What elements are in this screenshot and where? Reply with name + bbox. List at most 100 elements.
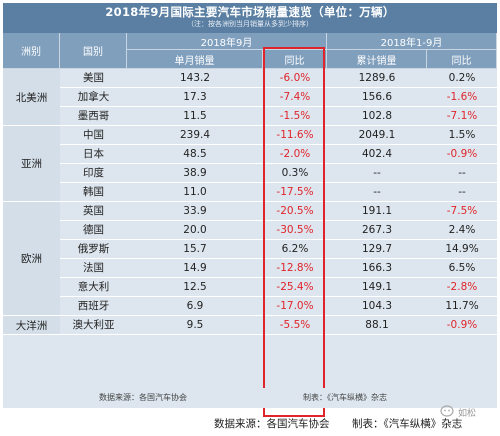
cell-monthly-sales: 48.5: [127, 145, 263, 164]
cell-yoy-month: -25.4%: [263, 278, 327, 297]
cell-yoy-month: -1.5%: [263, 107, 327, 126]
cell-monthly-sales: 6.9: [127, 297, 263, 316]
cell-monthly-sales: 20.0: [127, 221, 263, 240]
cell-country: 日本: [60, 145, 127, 164]
cell-country: 俄罗斯: [60, 240, 127, 259]
table-row: 中国 239.4 -11.6% 2049.1 1.5%: [3, 126, 497, 145]
cell-yoy-month: 6.2%: [263, 240, 327, 259]
cell-monthly-sales: 14.9: [127, 259, 263, 278]
cell-yoy-month: -30.5%: [263, 221, 327, 240]
cell-yoy-ytd: --: [427, 183, 497, 202]
cell-yoy-month: -12.8%: [263, 259, 327, 278]
cell-cumulative-sales: 2049.1: [327, 126, 427, 145]
table-row: 法国 14.9 -12.8% 166.3 6.5%: [3, 259, 497, 278]
cell-yoy-month: -17.0%: [263, 297, 327, 316]
table-row: 印度 38.9 0.3% -- --: [3, 164, 497, 183]
cell-cumulative-sales: 104.3: [327, 297, 427, 316]
cell-yoy-ytd: -2.8%: [427, 278, 497, 297]
caption-maker: 制表：《汽车纵横》杂志: [352, 418, 463, 430]
region-europe: 欧洲: [3, 202, 60, 316]
header-monthly-sales: 单月销量: [127, 50, 263, 69]
cell-cumulative-sales: 267.3: [327, 221, 427, 240]
caption-source: 数据来源：各国汽车协会: [214, 418, 330, 430]
cell-cumulative-sales: 156.6: [327, 88, 427, 107]
table-row: 加拿大 17.3 -7.4% 156.6 -1.6%: [3, 88, 497, 107]
cell-yoy-ytd: -1.6%: [427, 88, 497, 107]
table-row: 美国 143.2 -6.0% 1289.6 0.2%: [3, 69, 497, 88]
cell-yoy-ytd: 2.4%: [427, 221, 497, 240]
cell-country: 中国: [60, 126, 127, 145]
cell-monthly-sales: 9.5: [127, 316, 263, 335]
table-row: 意大利 12.5 -25.4% 149.1 -2.8%: [3, 278, 497, 297]
cell-cumulative-sales: 191.1: [327, 202, 427, 221]
table-row: 墨西哥 11.5 -1.5% 102.8 -7.1%: [3, 107, 497, 126]
sales-table: 2018年9月国际主要汽车市场销量速览（单位：万辆） （注：按各洲别当月销量从多…: [3, 3, 497, 417]
header-country: 国别: [60, 33, 127, 69]
cell-country: 法国: [60, 259, 127, 278]
table-row: 德国 20.0 -30.5% 267.3 2.4%: [3, 221, 497, 240]
cell-yoy-ytd: 6.5%: [427, 259, 497, 278]
table-row: 西班牙 6.9 -17.0% 104.3 11.7%: [3, 297, 497, 316]
table-row: 韩国 11.0 -17.5% -- --: [3, 183, 497, 202]
cell-cumulative-sales: 149.1: [327, 278, 427, 297]
table-row: 澳大利亚 9.5 -5.5% 88.1 -0.9%: [3, 316, 497, 335]
cell-country: 美国: [60, 69, 127, 88]
cell-country: 英国: [60, 202, 127, 221]
cell-yoy-month: -7.4%: [263, 88, 327, 107]
cell-yoy-ytd: 1.5%: [427, 126, 497, 145]
cell-country: 意大利: [60, 278, 127, 297]
region-oceania: 大洋洲: [3, 316, 60, 335]
cell-cumulative-sales: 402.4: [327, 145, 427, 164]
cell-country: 澳大利亚: [60, 316, 127, 335]
cell-yoy-ytd: -0.9%: [427, 316, 497, 335]
cell-yoy-month: 0.3%: [263, 164, 327, 183]
cell-yoy-month: -2.0%: [263, 145, 327, 164]
cell-monthly-sales: 17.3: [127, 88, 263, 107]
header-period-ytd: 2018年1-9月: [327, 33, 497, 50]
cell-monthly-sales: 11.0: [127, 183, 263, 202]
cell-yoy-ytd: 11.7%: [427, 297, 497, 316]
wechat-icon: [440, 405, 454, 417]
footer-maker: 制表：《汽车纵横》杂志: [303, 393, 387, 402]
cell-yoy-month: -5.5%: [263, 316, 327, 335]
cell-cumulative-sales: 1289.6: [327, 69, 427, 88]
cell-country: 西班牙: [60, 297, 127, 316]
table-row: 日本 48.5 -2.0% 402.4 -0.9%: [3, 145, 497, 164]
cell-country: 韩国: [60, 183, 127, 202]
cell-country: 墨西哥: [60, 107, 127, 126]
table-row: 英国 33.9 -20.5% 191.1 -7.5%: [3, 202, 497, 221]
table-footer: 数据来源：各国汽车协会 制表：《汽车纵横》杂志: [3, 388, 497, 408]
footer-source: 数据来源：各国汽车协会: [99, 393, 187, 402]
cell-country: 德国: [60, 221, 127, 240]
region-north-america: 北美洲: [3, 69, 60, 126]
cell-monthly-sales: 143.2: [127, 69, 263, 88]
cell-cumulative-sales: --: [327, 183, 427, 202]
header-period-month: 2018年9月: [127, 33, 327, 50]
table-row: 俄罗斯 15.7 6.2% 129.7 14.9%: [3, 240, 497, 259]
table-note: （注：按各洲别当月销量从多到少排序）: [187, 20, 313, 28]
cell-monthly-sales: 11.5: [127, 107, 263, 126]
cell-yoy-ytd: -0.9%: [427, 145, 497, 164]
cell-monthly-sales: 38.9: [127, 164, 263, 183]
cell-yoy-ytd: 14.9%: [427, 240, 497, 259]
header-region: 洲别: [3, 33, 60, 69]
cell-yoy-month: -17.5%: [263, 183, 327, 202]
caption: 数据来源：各国汽车协会 制表：《汽车纵横》杂志: [0, 412, 500, 436]
cell-yoy-month: -20.5%: [263, 202, 327, 221]
cell-country: 印度: [60, 164, 127, 183]
header-yoy-ytd: 同比: [427, 50, 497, 69]
cell-cumulative-sales: --: [327, 164, 427, 183]
cell-yoy-ytd: -7.1%: [427, 107, 497, 126]
header-yoy-month: 同比: [263, 50, 327, 69]
cell-cumulative-sales: 102.8: [327, 107, 427, 126]
table-title-bar: 2018年9月国际主要汽车市场销量速览（单位：万辆） （注：按各洲别当月销量从多…: [3, 3, 497, 33]
header-cumulative-sales: 累计销量: [327, 50, 427, 69]
cell-cumulative-sales: 88.1: [327, 316, 427, 335]
region-asia: 亚洲: [3, 126, 60, 202]
watermark: 如松: [440, 396, 498, 430]
cell-monthly-sales: 15.7: [127, 240, 263, 259]
cell-monthly-sales: 33.9: [127, 202, 263, 221]
table-title: 2018年9月国际主要汽车市场销量速览（单位：万辆）: [105, 5, 395, 19]
watermark-text: 如松: [458, 409, 477, 419]
